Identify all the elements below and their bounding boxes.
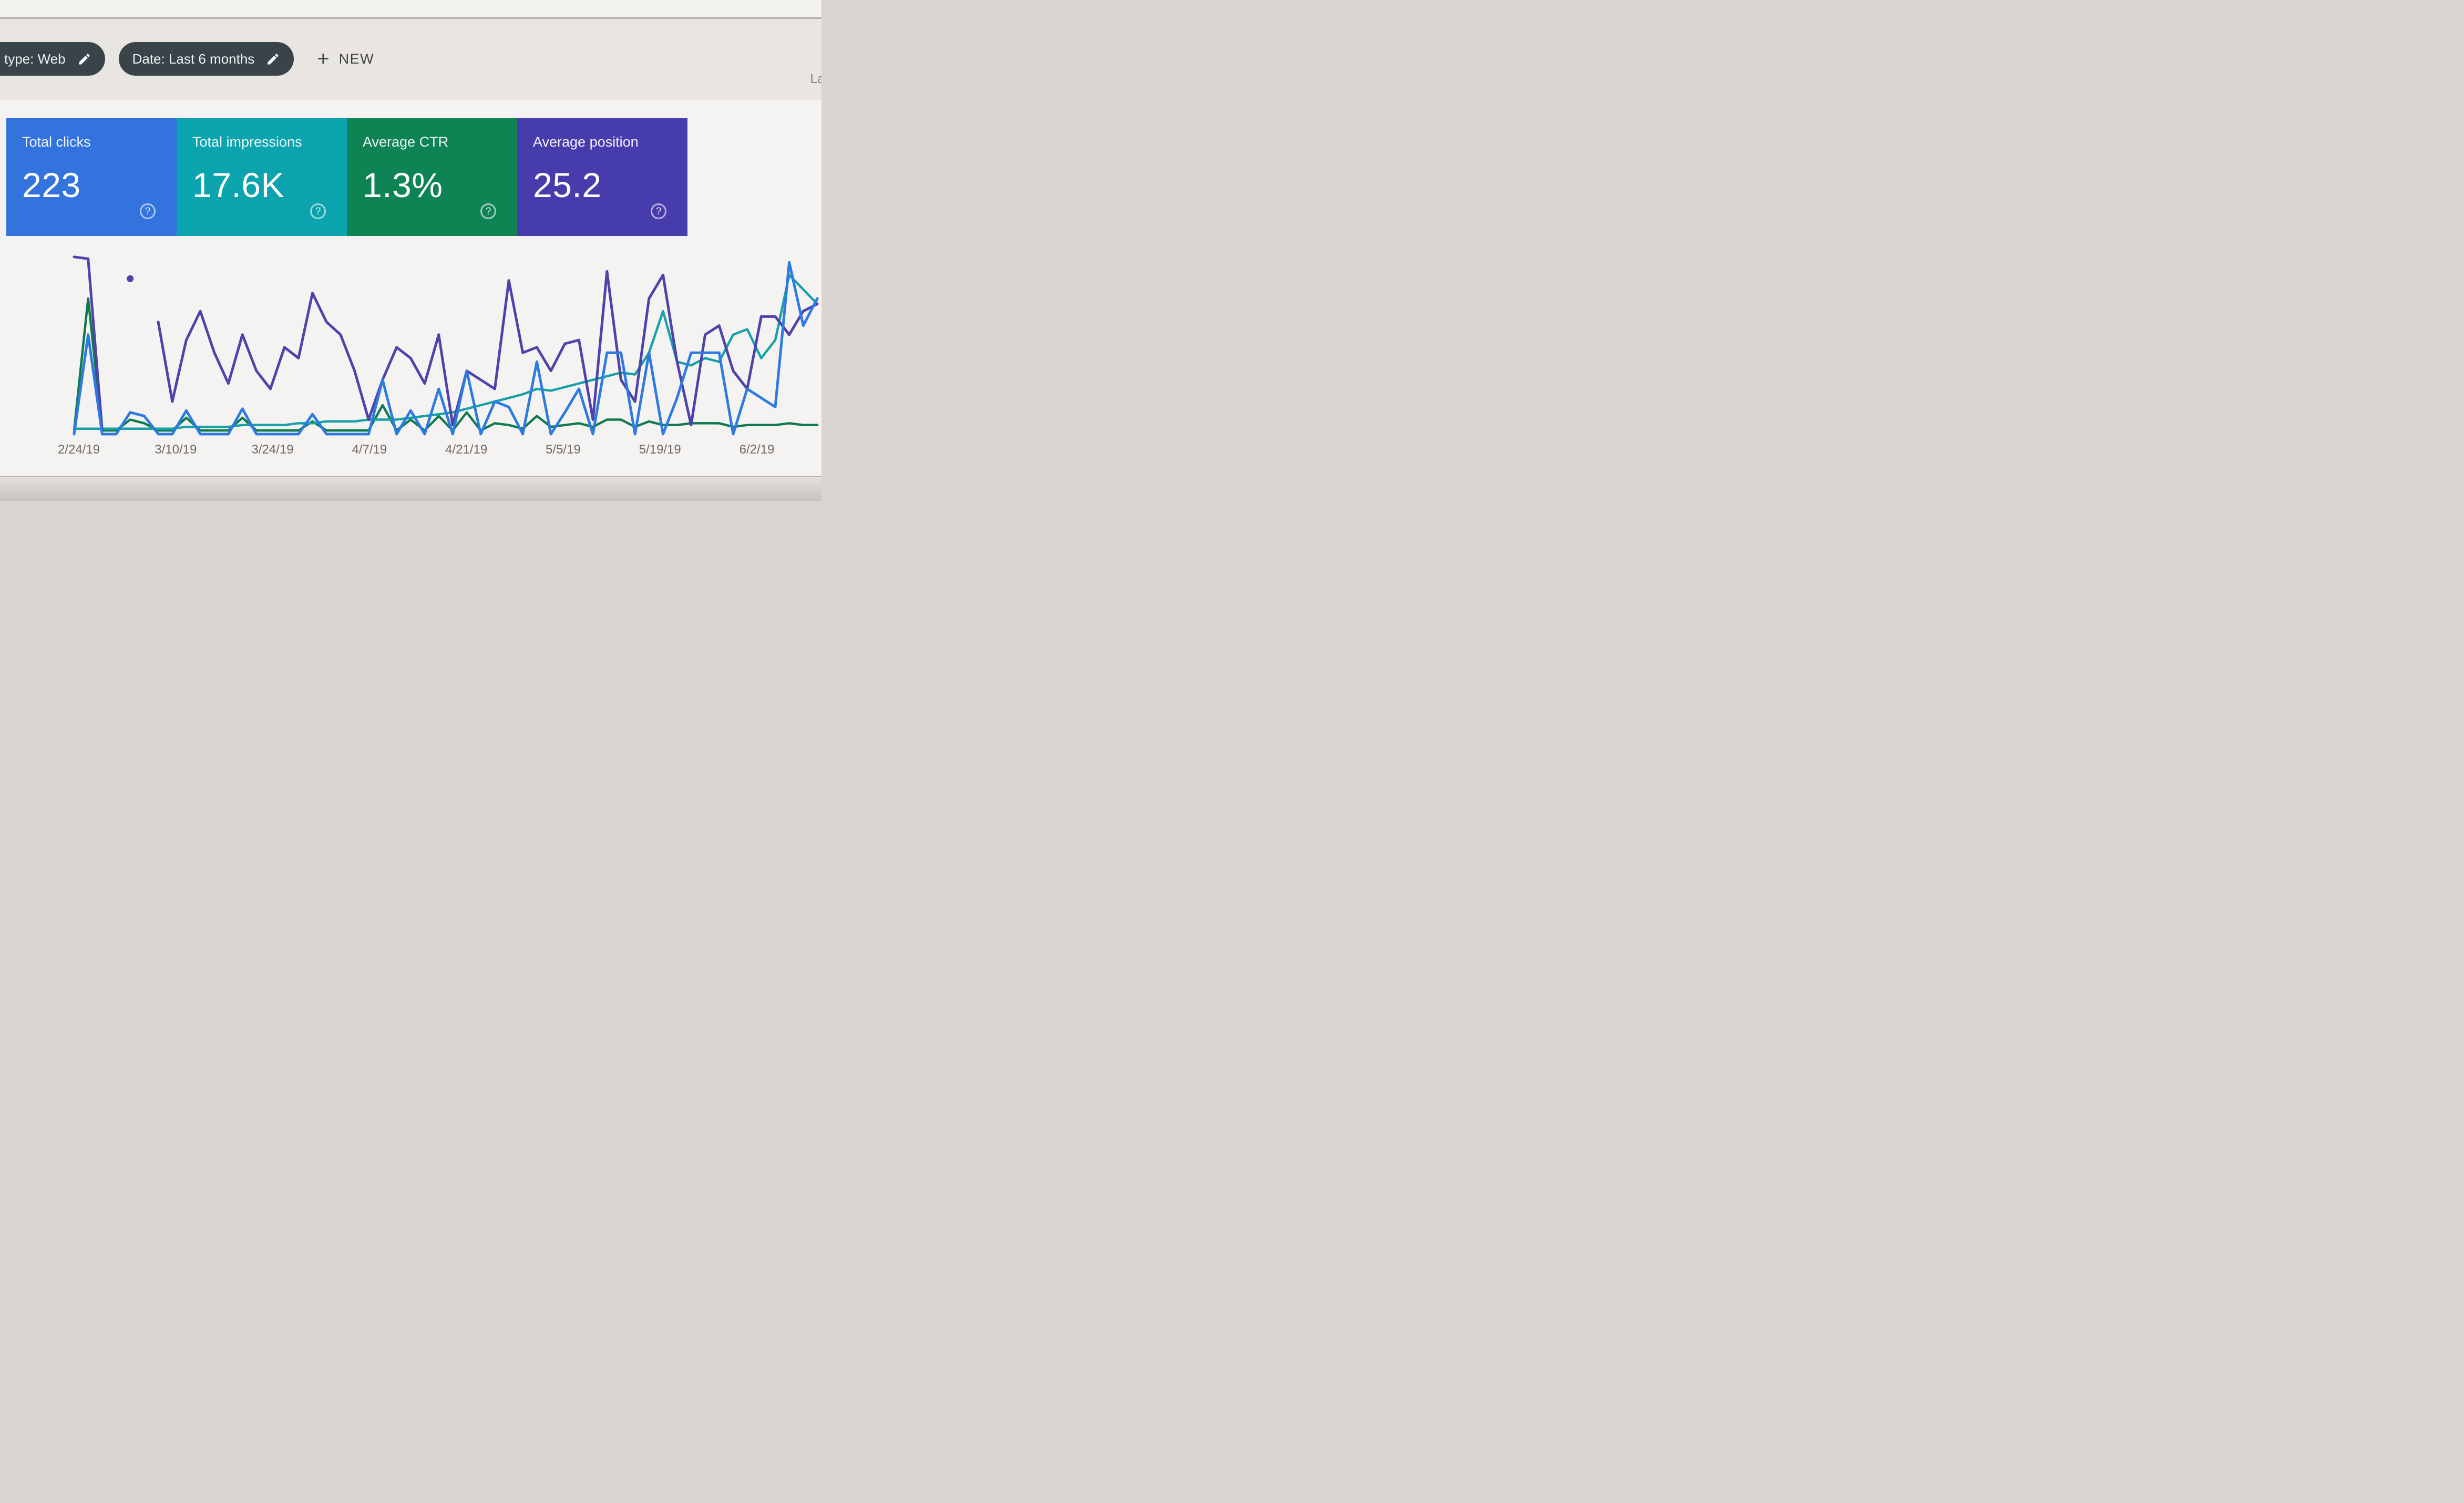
filter-chip-search-type[interactable]: type: Web: [0, 42, 105, 76]
metric-card-value: 17.6K: [192, 166, 284, 204]
metric-card-label: Total impressions: [192, 134, 302, 150]
help-icon[interactable]: ?: [480, 203, 496, 219]
metric-card-average-ctr[interactable]: Average CTR 1.3% ?: [347, 118, 517, 236]
search-console-performance-screen: type: Web Date: Last 6 months + NEW: [0, 0, 822, 501]
help-icon[interactable]: ?: [651, 203, 666, 219]
help-icon[interactable]: ?: [140, 203, 156, 219]
metric-card-total-impressions[interactable]: Total impressions 17.6K ?: [177, 118, 347, 236]
help-glyph: ?: [485, 205, 491, 217]
help-glyph: ?: [145, 205, 151, 217]
metric-card-label: Total clicks: [22, 134, 91, 150]
x-axis-label: 5/19/19: [639, 442, 681, 457]
edit-pencil-icon: [77, 52, 91, 66]
filter-chips-row: type: Web Date: Last 6 months + NEW: [0, 42, 374, 76]
filter-chip-label: Date: Last 6 months: [132, 50, 255, 67]
metric-card-total-clicks[interactable]: Total clicks 223 ?: [6, 118, 177, 236]
panel-bottom-edge: [0, 478, 822, 501]
filter-chip-date[interactable]: Date: Last 6 months: [118, 42, 294, 76]
x-axis-label: 5/5/19: [546, 442, 581, 457]
x-axis-label: 3/24/19: [251, 442, 294, 457]
help-glyph: ?: [315, 205, 321, 217]
x-axis-label: 6/2/19: [739, 442, 775, 457]
series-average-position-point: [127, 275, 134, 282]
x-axis-label: 4/7/19: [352, 442, 387, 457]
help-icon[interactable]: ?: [310, 203, 326, 219]
x-axis-labels: 2/24/19 3/10/19 3/24/19 4/7/19 4/21/19 5/5/19…: [0, 442, 822, 461]
last-updated-text-partial: La: [810, 71, 822, 86]
help-glyph: ?: [655, 205, 662, 217]
series-clicks-line: [73, 261, 819, 436]
x-axis-label: 2/24/19: [57, 442, 100, 457]
series-average-position-line: [73, 255, 104, 432]
x-axis-label: 4/21/19: [445, 442, 488, 457]
new-filter-button[interactable]: + NEW: [317, 48, 374, 69]
new-filter-label: NEW: [338, 50, 375, 67]
metric-card-average-position[interactable]: Average position 25.2 ?: [517, 118, 687, 236]
performance-panel: Total clicks 223 ? Total impressions 17.…: [0, 100, 822, 477]
browser-top-strip: [0, 0, 822, 19]
metric-card-label: Average CTR: [363, 134, 449, 150]
x-axis-label: 3/10/19: [155, 442, 197, 457]
series-average-position-line: [157, 270, 819, 427]
performance-chart-svg: [73, 255, 819, 436]
metric-card-value: 1.3%: [363, 166, 443, 204]
metric-card-value: 25.2: [533, 166, 602, 204]
metric-cards-row: Total clicks 223 ? Total impressions 17.…: [6, 118, 687, 236]
filter-chip-label: type: Web: [4, 50, 66, 67]
edit-pencil-icon: [266, 52, 280, 66]
filter-bar: type: Web Date: Last 6 months + NEW: [0, 20, 822, 100]
metric-card-label: Average position: [533, 134, 639, 150]
plus-icon: +: [317, 47, 330, 70]
metric-card-value: 223: [22, 166, 81, 204]
performance-chart[interactable]: [66, 246, 822, 441]
